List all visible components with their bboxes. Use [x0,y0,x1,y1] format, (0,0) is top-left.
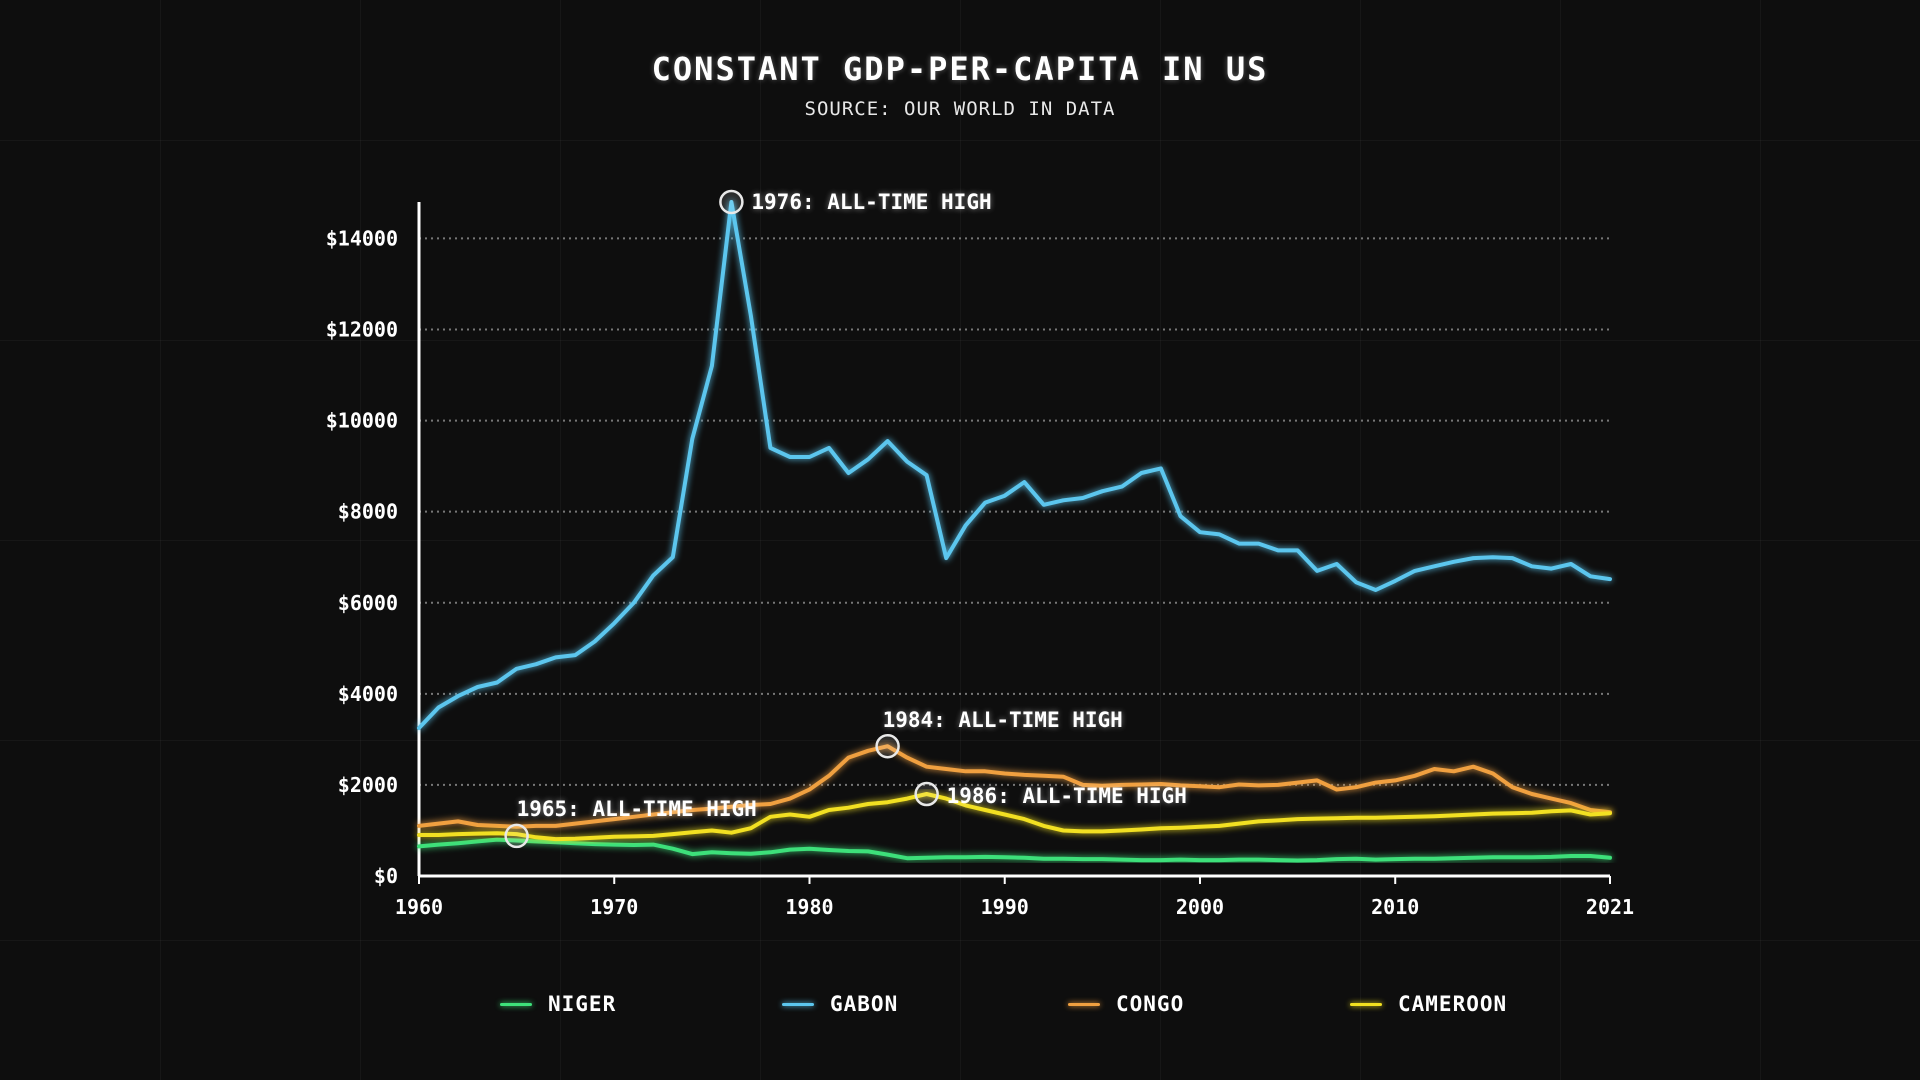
y-tick-label-14000: $14000 [326,226,398,250]
annotation-marker-cameroon [914,781,939,807]
y-tick-label-8000: $8000 [338,500,398,524]
legend-label-congo: CONGO [1116,992,1185,1016]
legend-swatch-gabon [782,1002,814,1006]
series-lines [417,200,1612,863]
y-tick-label-2000: $2000 [338,773,398,797]
legend-item-niger[interactable]: NIGER [500,992,616,1016]
x-tick-label-2021: 2021 [1586,895,1634,919]
legend-item-congo[interactable]: CONGO [1068,992,1184,1016]
annotations: 1976: ALL-TIME HIGH 1984: ALL-TIME HIGH 19… [504,189,1187,849]
legend: NIGER GABON CONGO CAMEROON [0,992,1920,1022]
y-tick-label-10000: $10000 [326,409,398,433]
series-line-congo [417,744,1612,829]
annotation-label-niger: 1965: ALL-TIME HIGH [517,797,757,821]
x-tick-label-2010: 2010 [1371,895,1419,919]
series-line-niger [417,837,1612,863]
legend-label-cameroon: CAMEROON [1398,992,1508,1016]
tick-labels: $0 $2000 $4000 $6000 $8000 $10000 $12000 $14000… [326,226,1634,919]
x-tick-label-1990: 1990 [981,895,1029,919]
annotation-label-gabon: 1976: ALL-TIME HIGH [751,190,991,214]
gridlines [419,237,1610,786]
y-tick-label-12000: $12000 [326,318,398,342]
series-line-cameroon [417,792,1612,842]
annotation-label-congo: 1984: ALL-TIME HIGH [883,708,1123,732]
x-tick-label-1970: 1970 [590,895,638,919]
legend-swatch-cameroon [1350,1002,1382,1006]
axes [417,202,1610,878]
legend-label-niger: NIGER [548,992,617,1016]
chart-title: CONSTANT GDP-PER-CAPITA IN US [651,50,1269,88]
legend-item-cameroon[interactable]: CAMEROON [1350,992,1507,1016]
legend-label-gabon: GABON [830,992,899,1016]
chart-subtitle: SOURCE: OUR WORLD IN DATA [804,98,1116,120]
legend-swatch-congo [1068,1002,1100,1006]
y-tick-label-0: $0 [374,864,398,888]
legend-item-gabon[interactable]: GABON [782,992,898,1016]
y-tick-label-4000: $4000 [338,682,398,706]
y-tick-label-6000: $6000 [338,591,398,615]
annotation-marker-gabon [719,189,744,215]
x-tick-label-1960: 1960 [395,895,443,919]
legend-swatch-niger [500,1002,532,1006]
annotation-label-cameroon: 1986: ALL-TIME HIGH [947,784,1187,808]
x-tick-label-1980: 1980 [785,895,833,919]
annotation-marker-niger [504,823,529,849]
annotation-marker-congo [875,733,900,759]
series-line-gabon [417,200,1612,730]
x-tick-label-2000: 2000 [1176,895,1224,919]
